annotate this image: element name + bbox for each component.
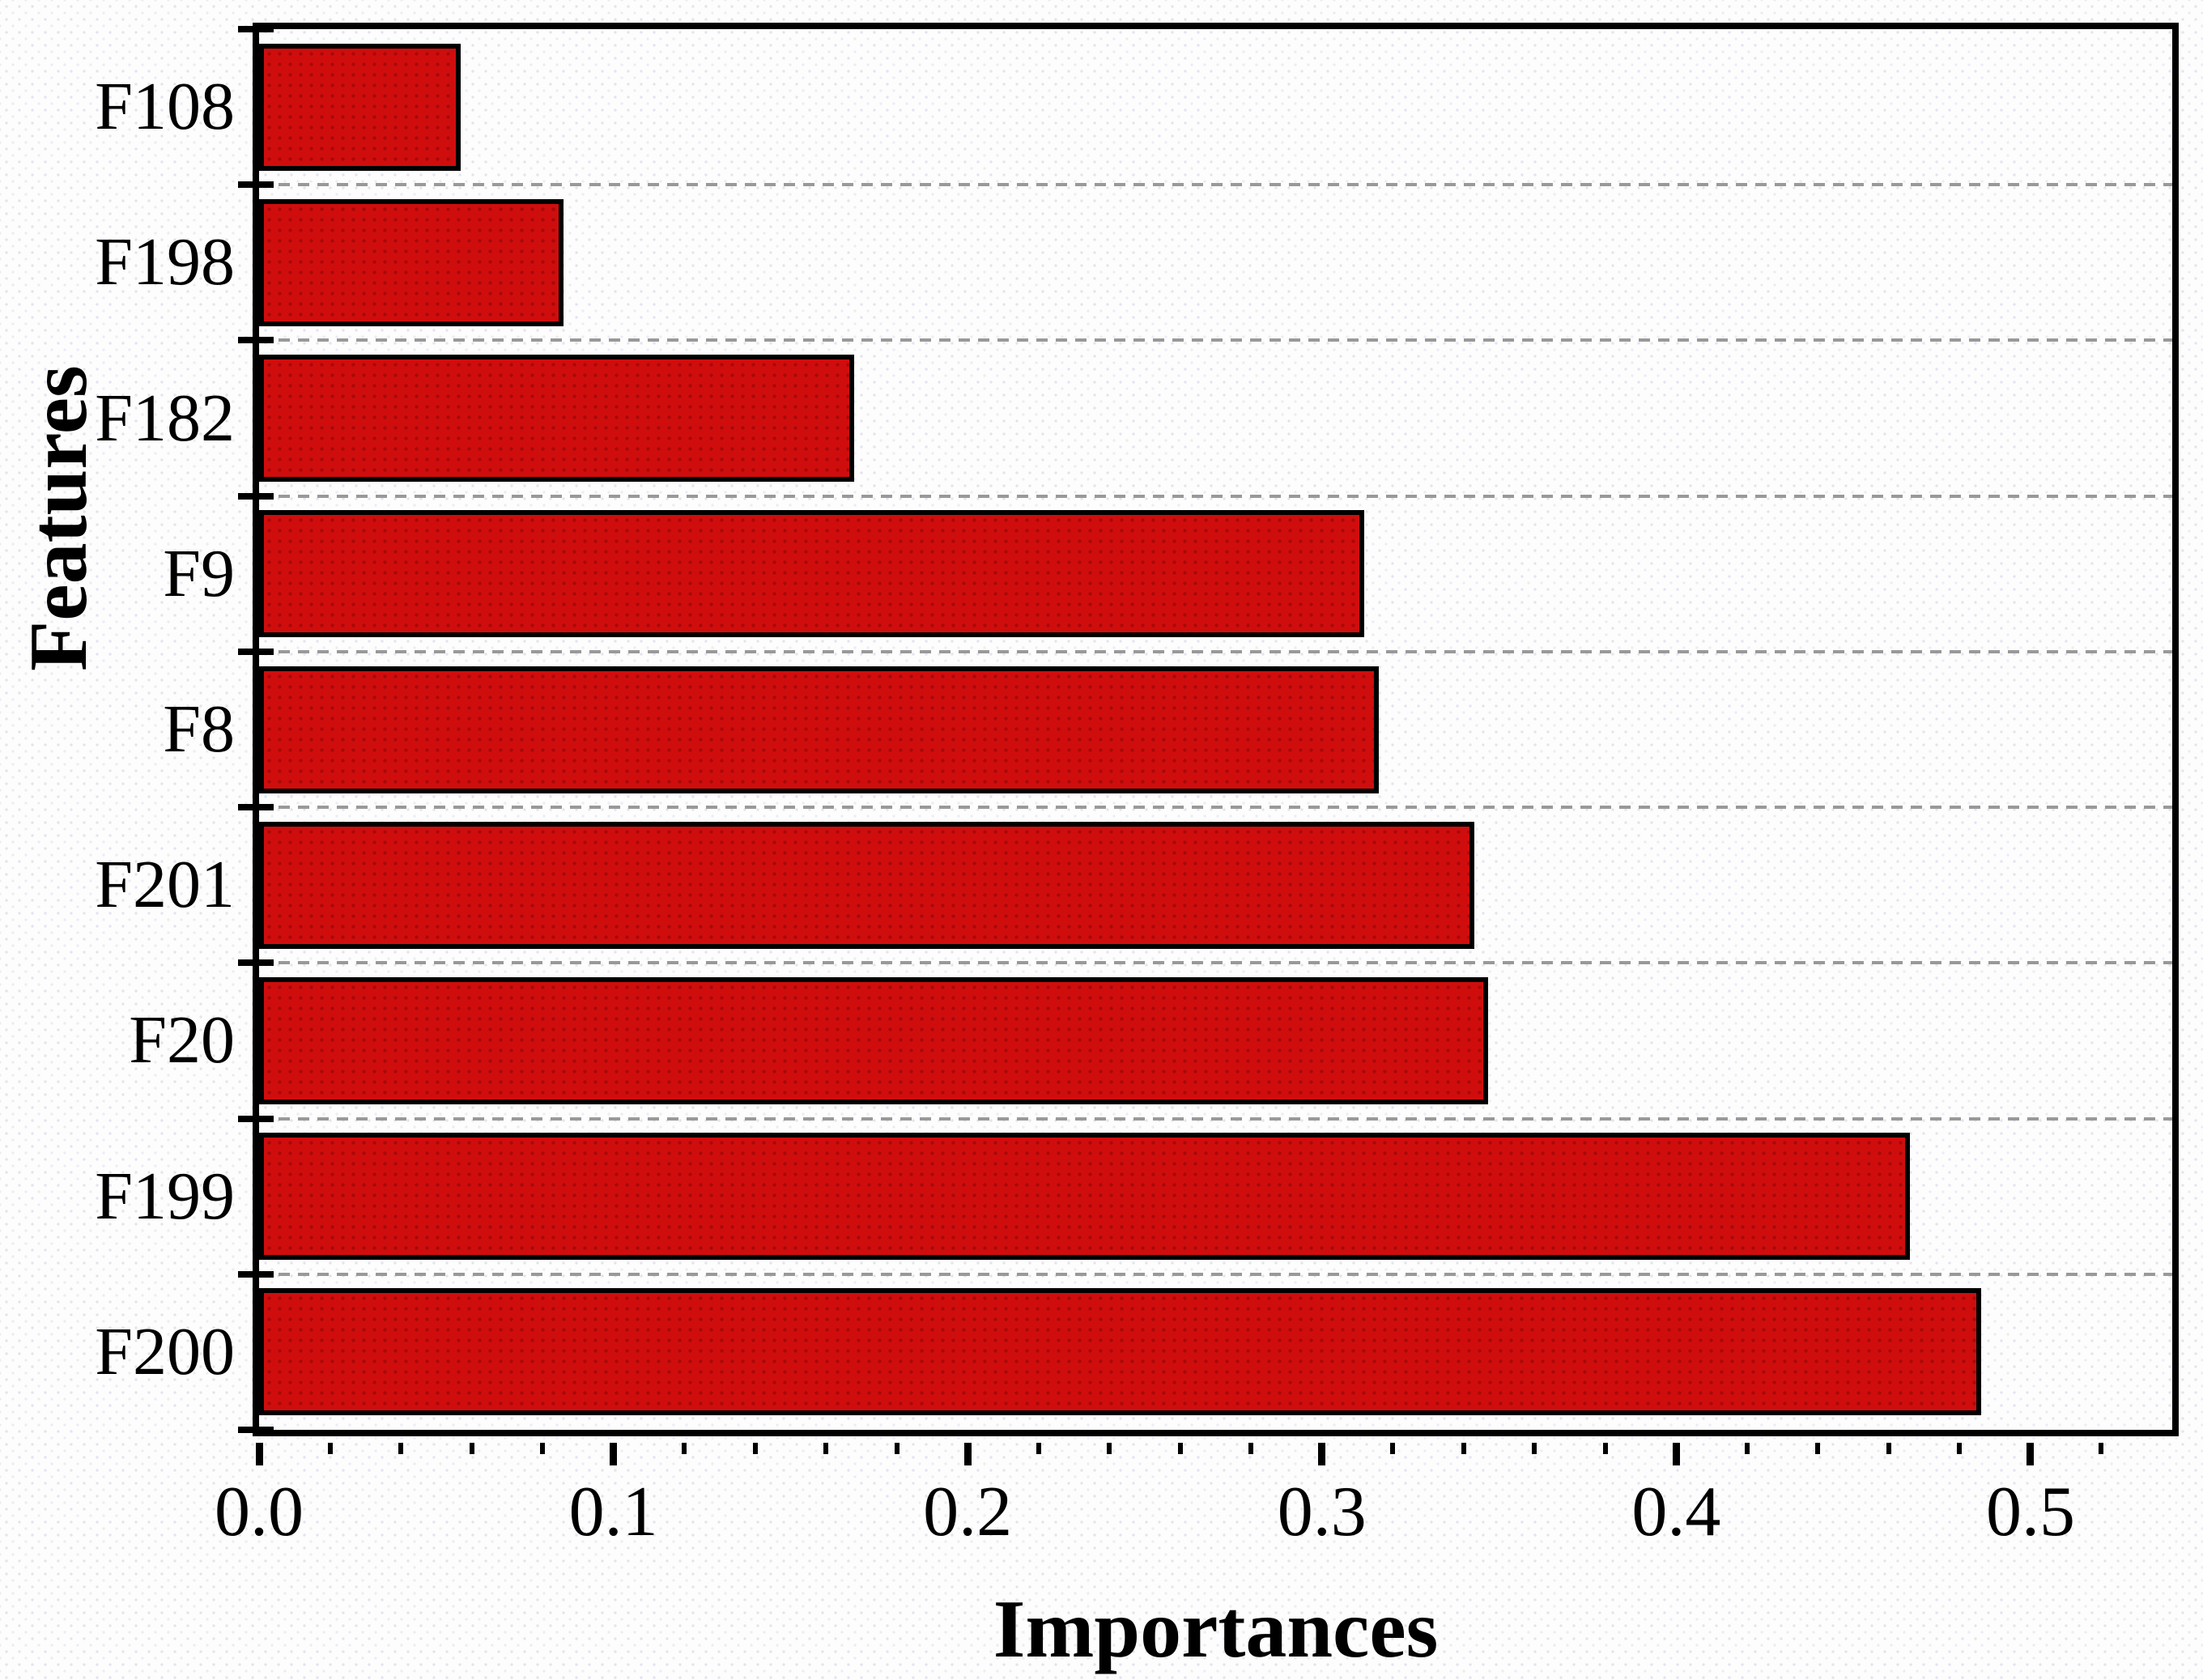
bar-F198: [259, 198, 564, 326]
x-axis-minor-tick: [1744, 1443, 1750, 1454]
y-axis-boundary-tick: [238, 959, 274, 967]
x-axis-major-tick: [255, 1443, 263, 1465]
x-axis-minor-tick: [2099, 1443, 2104, 1454]
y-axis-boundary-tick: [238, 181, 274, 189]
x-axis-minor-tick: [1532, 1443, 1537, 1454]
x-axis-minor-tick: [1390, 1443, 1396, 1454]
gridlines-layer: [259, 29, 2172, 1430]
x-axis-major-tick: [963, 1443, 972, 1465]
x-tick-label: 0.4: [1631, 1473, 1721, 1551]
x-axis-minor-tick: [1107, 1443, 1112, 1454]
bar-F9: [259, 510, 1364, 638]
y-axis-boundary-tick: [238, 492, 274, 500]
category-label-F201: F201: [95, 847, 235, 923]
bar-F200: [259, 1288, 1981, 1416]
x-tick-label: 0.3: [1277, 1473, 1367, 1551]
x-tick-label: 0.0: [215, 1473, 304, 1551]
axis-ticks-layer: [238, 26, 2172, 1465]
category-boundary-gridline: [259, 183, 2172, 187]
x-tick-label: 0.1: [568, 1473, 658, 1551]
x-axis-major-tick: [1672, 1443, 1680, 1465]
x-axis-major-tick: [1318, 1443, 1326, 1465]
y-axis-boundary-tick: [238, 26, 274, 32]
x-axis-minor-tick: [540, 1443, 546, 1454]
category-label-F199: F199: [95, 1158, 235, 1234]
bar-F20: [259, 976, 1488, 1104]
x-axis-minor-tick: [1177, 1443, 1183, 1454]
y-axis-boundary-tick: [238, 1427, 274, 1433]
x-tick-label: 0.5: [1985, 1473, 2075, 1551]
x-axis-minor-tick: [327, 1443, 333, 1454]
x-axis-minor-tick: [682, 1443, 687, 1454]
category-boundary-gridline: [259, 1272, 2172, 1276]
x-axis-major-tick: [2027, 1443, 2035, 1465]
x-axis-minor-tick: [823, 1443, 829, 1454]
category-label-F20: F20: [129, 1002, 235, 1078]
x-axis-minor-tick: [1461, 1443, 1466, 1454]
category-label-F8: F8: [163, 691, 235, 767]
x-axis-minor-tick: [1957, 1443, 1963, 1454]
x-axis-minor-tick: [752, 1443, 758, 1454]
category-label-F198: F198: [95, 224, 235, 300]
category-label-F108: F108: [95, 69, 235, 145]
x-axis-minor-tick: [1815, 1443, 1821, 1454]
y-axis-boundary-tick: [238, 1270, 274, 1278]
x-axis-minor-tick: [1602, 1443, 1608, 1454]
bar-F108: [259, 43, 461, 171]
x-axis-minor-tick: [398, 1443, 404, 1454]
x-axis-major-tick: [610, 1443, 618, 1465]
y-axis-boundary-tick: [238, 1115, 274, 1122]
category-boundary-gridline: [259, 649, 2172, 653]
x-axis-minor-tick: [1886, 1443, 1891, 1454]
bar-F199: [259, 1133, 1910, 1261]
category-boundary-gridline: [259, 806, 2172, 810]
x-axis-minor-tick: [1248, 1443, 1254, 1454]
x-tick-label: 0.2: [923, 1473, 1013, 1551]
y-axis-title: Features: [13, 365, 104, 671]
x-axis-minor-tick: [894, 1443, 899, 1454]
x-axis-minor-tick: [469, 1443, 474, 1454]
plot-area: [238, 23, 2179, 1465]
bars-layer: [259, 29, 2172, 1430]
y-axis-boundary-tick: [238, 337, 274, 344]
x-axis-minor-tick: [1036, 1443, 1041, 1454]
bar-F8: [259, 666, 1379, 793]
y-axis-boundary-tick: [238, 804, 274, 811]
category-boundary-gridline: [259, 1116, 2172, 1121]
category-label-F200: F200: [95, 1313, 235, 1389]
category-boundary-gridline: [259, 494, 2172, 498]
y-axis-boundary-tick: [238, 648, 274, 655]
bar-F201: [259, 821, 1474, 949]
category-label-F182: F182: [95, 380, 235, 456]
category-boundary-gridline: [259, 338, 2172, 342]
category-label-F9: F9: [163, 535, 235, 611]
x-axis-title: Importances: [993, 1584, 1439, 1675]
category-boundary-gridline: [259, 961, 2172, 965]
bar-F182: [259, 355, 854, 483]
